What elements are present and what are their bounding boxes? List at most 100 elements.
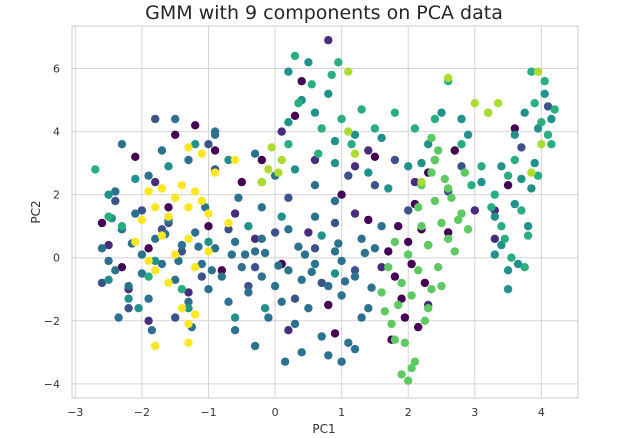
scatter-point-component-7 [470, 99, 479, 108]
scatter-point-component-3 [284, 266, 293, 275]
scatter-point-component-7 [344, 67, 353, 76]
scatter-point-component-3 [330, 196, 340, 206]
scatter-point-component-5 [520, 263, 529, 272]
scatter-point-component-8 [171, 250, 180, 259]
scatter-point-component-3 [244, 288, 253, 297]
scatter-point-component-2 [517, 143, 526, 152]
scatter-point-component-3 [174, 256, 183, 266]
scatter-point-component-4 [364, 168, 373, 177]
scatter-point-component-1 [364, 146, 373, 155]
scatter-point-component-6 [444, 184, 453, 193]
scatter-point-component-3 [330, 247, 340, 256]
scatter-point-component-1 [410, 177, 420, 187]
scatter-point-component-2 [151, 114, 160, 124]
scatter-point-component-6 [380, 307, 390, 316]
scatter-point-component-1 [250, 234, 260, 243]
scatter-point-component-1 [470, 206, 479, 215]
scatter-point-component-6 [397, 370, 406, 379]
scatter-point-component-0 [117, 263, 127, 272]
scatter-point-component-4 [457, 114, 466, 124]
scatter-point-component-4 [304, 58, 313, 67]
scatter-point-component-4 [510, 199, 519, 209]
scatter-point-component-5 [117, 222, 127, 231]
scatter-point-component-3 [277, 297, 286, 306]
scatter-point-component-5 [91, 165, 100, 174]
scatter-point-component-4 [124, 294, 133, 303]
scatter-point-component-6 [434, 263, 443, 272]
scatter-point-component-3 [367, 283, 376, 292]
scatter-point-component-2 [97, 278, 107, 288]
scatter-point-component-5 [334, 58, 343, 67]
x-tick-label: −1 [200, 406, 216, 419]
scatter-point-component-0 [414, 322, 423, 332]
scatter-point-component-8 [191, 263, 200, 272]
scatter-point-component-8 [151, 266, 160, 275]
scatter-point-component-2 [457, 162, 466, 171]
scatter-point-component-6 [430, 155, 440, 165]
scatter-point-component-5 [507, 253, 516, 262]
scatter-point-component-4 [230, 313, 240, 322]
scatter-points [91, 36, 559, 385]
scatter-point-component-0 [164, 203, 173, 212]
scatter-point-component-3 [310, 259, 320, 269]
scatter-point-component-4 [523, 222, 533, 231]
scatter-point-component-7 [537, 140, 546, 149]
scatter-point-component-0 [217, 266, 226, 275]
scatter-point-component-4 [244, 222, 253, 231]
scatter-point-component-0 [450, 146, 459, 155]
scatter-point-component-3 [207, 266, 216, 275]
scatter-point-component-6 [414, 203, 423, 212]
scatter-point-component-3 [227, 250, 236, 259]
scatter-point-component-0 [444, 228, 453, 237]
scatter-point-component-3 [210, 127, 220, 136]
scatter-point-component-5 [500, 234, 509, 243]
scatter-point-component-3 [104, 256, 113, 266]
y-tick-label: 6 [53, 63, 60, 76]
scatter-point-component-4 [377, 133, 386, 143]
scatter-point-component-4 [437, 108, 446, 117]
scatter-point-component-4 [330, 158, 340, 168]
scatter-point-component-6 [463, 225, 473, 234]
scatter-point-component-4 [191, 140, 200, 149]
scatter-point-component-3 [157, 259, 167, 269]
scatter-point-component-6 [457, 209, 466, 218]
scatter-point-component-4 [350, 130, 360, 139]
scatter-point-component-6 [427, 133, 436, 143]
scatter-point-component-0 [503, 181, 513, 190]
scatter-point-component-4 [204, 237, 213, 247]
scatter-point-component-2 [390, 155, 400, 165]
scatter-point-component-3 [230, 326, 240, 335]
scatter-point-component-5 [314, 149, 323, 158]
scatter-point-component-3 [290, 319, 300, 329]
plot-frame [71, 25, 579, 399]
scatter-point-component-6 [404, 250, 413, 259]
scatter-point-component-6 [417, 222, 426, 231]
scatter-point-component-4 [417, 158, 426, 168]
scatter-point-component-5 [503, 171, 513, 180]
scatter-point-component-6 [404, 376, 413, 385]
scatter-point-component-1 [230, 209, 240, 218]
scatter-point-component-3 [230, 237, 240, 247]
scatter-point-component-5 [467, 181, 476, 190]
scatter-point-component-3 [297, 275, 306, 284]
scatter-point-component-0 [407, 259, 416, 269]
scatter-point-component-1 [310, 155, 320, 165]
scatter-point-component-4 [490, 212, 499, 221]
scatter-point-component-4 [134, 304, 143, 313]
scatter-point-component-3 [317, 332, 326, 341]
scatter-point-component-5 [487, 203, 496, 212]
scatter-point-component-4 [164, 162, 173, 171]
scatter-point-component-8 [184, 338, 193, 347]
scatter-point-component-6 [377, 288, 386, 297]
scatter-point-component-3 [144, 294, 153, 303]
scatter-point-component-0 [420, 278, 430, 288]
scatter-point-component-8 [157, 231, 167, 240]
scatter-point-component-6 [394, 300, 403, 310]
scatter-point-component-4 [513, 259, 523, 269]
scatter-point-component-3 [270, 281, 280, 291]
scatter-point-component-4 [424, 140, 433, 149]
scatter-point-component-6 [460, 168, 469, 177]
y-tick-labels: −4 −2 0 2 4 6 [44, 63, 60, 391]
scatter-point-component-8 [197, 196, 206, 206]
scatter-point-component-3 [307, 267, 316, 277]
